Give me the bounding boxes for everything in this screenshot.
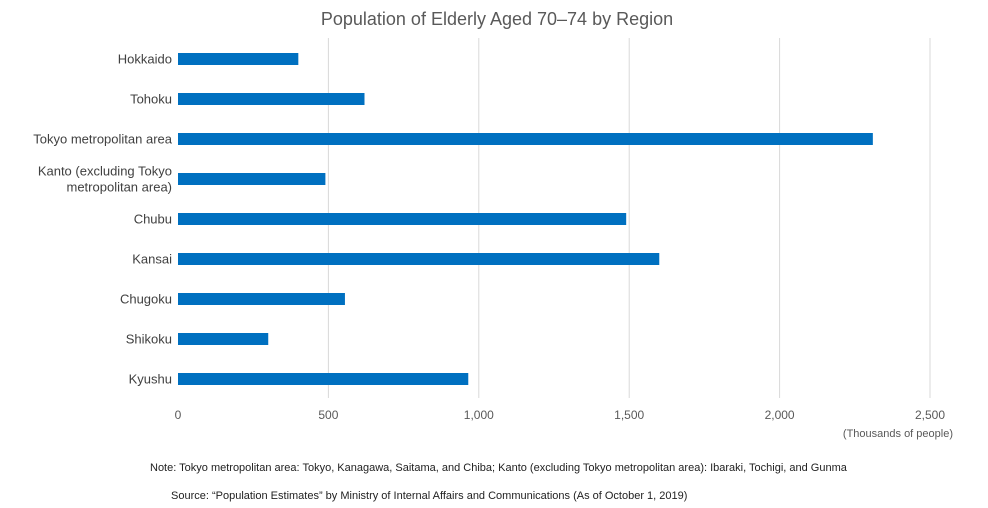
chart-title: Population of Elderly Aged 70–74 by Regi… (321, 9, 673, 29)
note-text: Note: Tokyo metropolitan area: Tokyo, Ka… (150, 462, 848, 474)
bar (178, 213, 627, 225)
grid-lines (327, 38, 931, 398)
bar (178, 173, 326, 185)
category-label: Tokyo metropolitan area (33, 132, 173, 147)
category-labels: Hokkaido Tohoku Tokyo metropolitan area Kan… (33, 52, 173, 387)
x-tick-label: 1,000 (464, 408, 494, 422)
bar (178, 333, 269, 345)
x-tick-label: 1,500 (614, 408, 644, 422)
bar (178, 133, 873, 145)
bar (178, 93, 365, 105)
bar (178, 293, 345, 305)
category-label: Shikoku (126, 332, 172, 347)
x-axis-unit-label: (Thousands of people) (843, 428, 953, 440)
category-label: Kyushu (129, 372, 172, 387)
x-tick-label: 0 (175, 408, 182, 422)
category-label: Chubu (134, 212, 172, 227)
x-tick-label: 2,500 (915, 408, 945, 422)
category-label: Chugoku (120, 292, 172, 307)
bar (178, 53, 299, 65)
bar (178, 373, 469, 385)
x-tick-labels: 0 500 1,000 1,500 2,000 2,500 (175, 408, 946, 422)
source-text: Source: “Population Estimates” by Minist… (171, 490, 687, 502)
category-label: Hokkaido (118, 52, 172, 67)
category-label: Tohoku (130, 92, 172, 107)
category-label: Kansai (132, 252, 172, 267)
bar (178, 253, 660, 265)
x-tick-label: 500 (318, 408, 338, 422)
category-label: Kanto (excluding Tokyo metropolitan area) (38, 164, 172, 195)
bars (178, 53, 873, 385)
x-tick-label: 2,000 (765, 408, 795, 422)
